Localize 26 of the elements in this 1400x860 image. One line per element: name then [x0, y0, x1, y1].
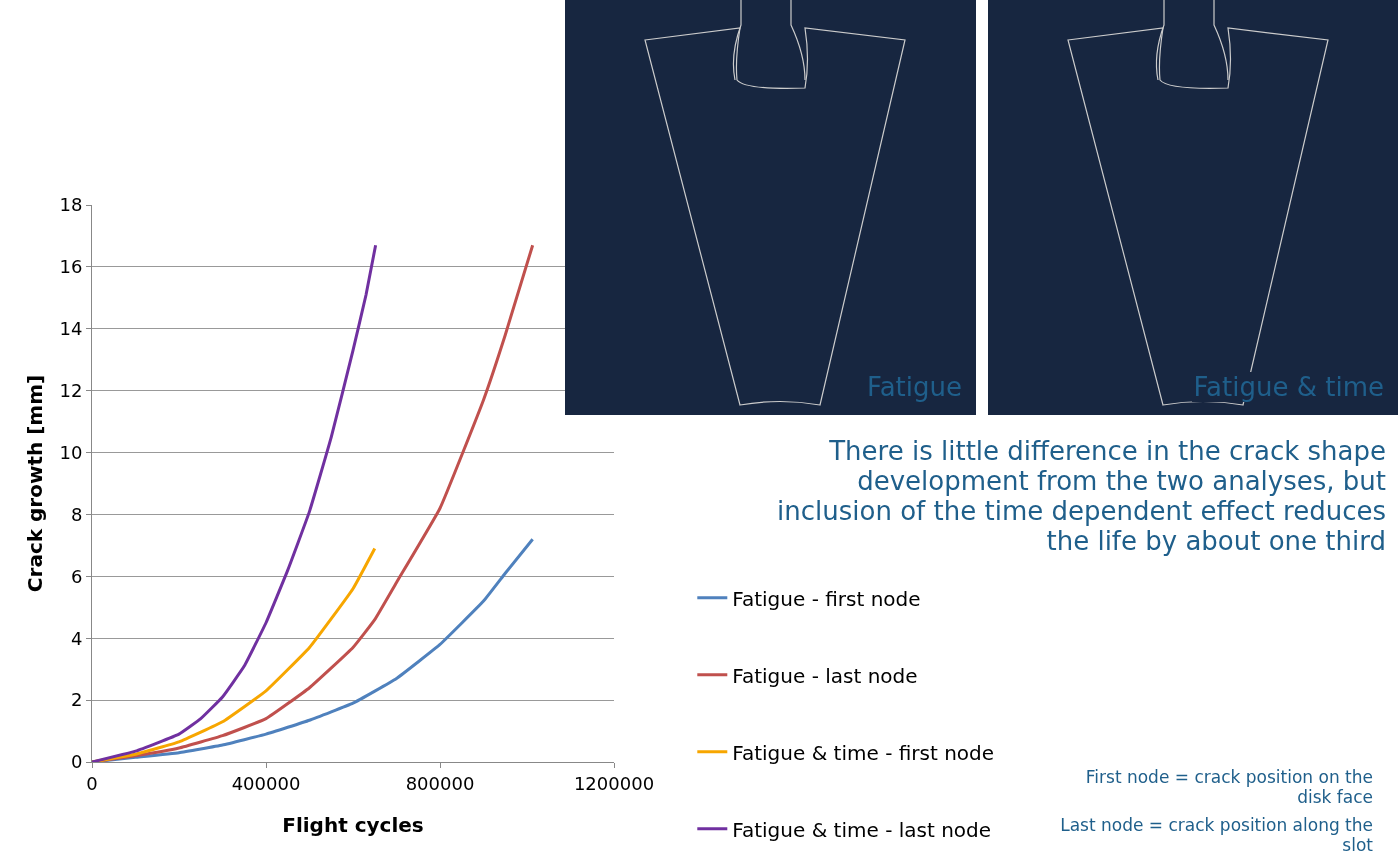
x-tick-label: 1200000	[573, 772, 655, 794]
y-tick-label: 12	[59, 379, 83, 401]
y-tick-label: 0	[70, 751, 83, 773]
y-tick-label: 8	[70, 503, 83, 525]
text: Fatigue & time	[1191, 372, 1386, 402]
y-tick-label: 2	[70, 689, 83, 711]
x-axis-title: Flight cycles	[282, 813, 424, 837]
text: Last node = crack position along the slot	[1060, 815, 1373, 856]
y-axis-title: Crack growth [mm]	[23, 374, 47, 593]
legend-label: Fatigue - first node	[732, 586, 921, 611]
y-tick-label: 4	[70, 627, 83, 649]
text: Fatigue	[865, 372, 964, 402]
x-tick-label: 0	[86, 772, 98, 794]
text: There is little difference in the crack shape development from the two analyses, but inclusion of the time dependent effect reduces the life by about one third	[776, 436, 1386, 557]
y-tick-label: 16	[59, 256, 83, 278]
legend-label: Fatigue - last node	[732, 663, 918, 688]
x-tick-label: 800000	[405, 772, 475, 794]
legend-label: Fatigue & time - first node	[732, 740, 995, 765]
text: First node = crack position on the disk face	[1084, 767, 1373, 808]
y-tick-label: 6	[70, 565, 83, 587]
y-tick-label: 14	[59, 318, 83, 340]
line-series	[92, 243, 378, 762]
y-tick-label: 10	[59, 441, 83, 463]
y-tick-label: 18	[59, 194, 83, 216]
legend-label: Fatigue & time - last node	[732, 817, 992, 842]
x-tick-label: 400000	[231, 772, 301, 794]
